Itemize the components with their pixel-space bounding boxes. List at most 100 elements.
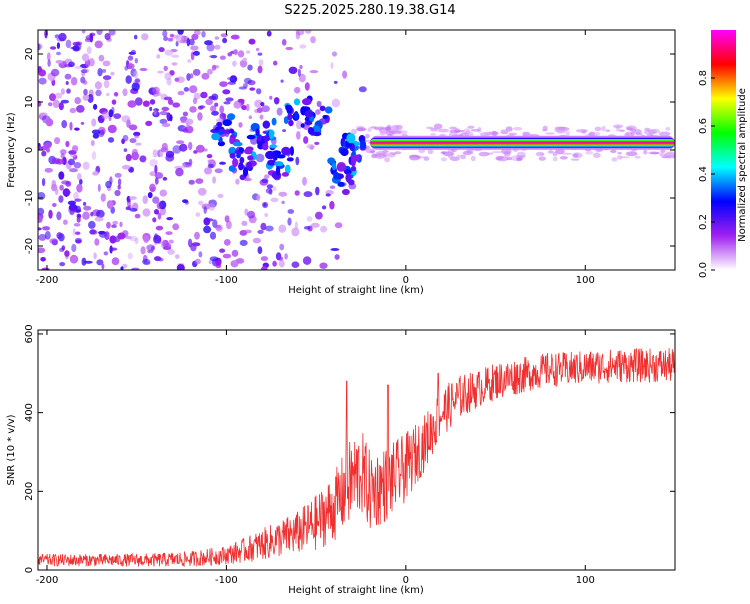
noise-blob [310, 222, 320, 228]
noise-blob [71, 243, 77, 253]
noise-blob [166, 217, 174, 221]
noise-blob [93, 252, 97, 260]
noise-blob [169, 33, 174, 38]
noise-blob [303, 226, 311, 230]
noise-blob [223, 101, 231, 105]
halo-blob [468, 131, 474, 137]
noise-blob [69, 168, 78, 173]
noise-blob [315, 211, 323, 220]
noise-blob [310, 36, 316, 44]
noise-blob [241, 220, 248, 226]
noise-blob [76, 216, 81, 223]
halo-blob [601, 125, 606, 132]
noise-blob [66, 88, 71, 94]
halo-blob [440, 157, 447, 162]
noise-blob [187, 59, 192, 63]
transition-blob [289, 146, 294, 156]
halo-blob [659, 152, 665, 157]
noise-blob [74, 231, 81, 235]
noise-blob [164, 72, 172, 81]
noise-blob [46, 147, 50, 153]
noise-blob [159, 189, 167, 197]
noise-blob [101, 68, 107, 73]
noise-blob [198, 251, 203, 258]
halo-blob [357, 128, 366, 132]
noise-blob [51, 157, 61, 165]
noise-blob [165, 231, 173, 236]
transition-blob [271, 117, 277, 126]
halo-blob [665, 127, 671, 131]
noise-blob [280, 79, 284, 83]
transition-blob [268, 129, 274, 140]
noise-blob [299, 44, 307, 49]
transition-blob [227, 113, 236, 121]
halo-blob [479, 132, 490, 137]
noise-blob [109, 235, 117, 244]
transition-blob [322, 114, 328, 119]
y-tick-label: 10 [24, 96, 35, 109]
noise-blob [294, 221, 298, 229]
y-tick-label: 0 [24, 147, 35, 153]
noise-blob [38, 43, 41, 51]
halo-blob [448, 131, 458, 138]
noise-blob [101, 111, 110, 119]
halo-blob [552, 151, 558, 157]
transition-blob [288, 119, 294, 127]
noise-blob [171, 54, 180, 58]
noise-blob [52, 203, 57, 207]
noise-blob [81, 53, 90, 62]
noise-blob [248, 115, 252, 120]
noise-blob [56, 42, 61, 49]
noise-blob [51, 179, 57, 189]
halo-blob [387, 151, 396, 158]
transition-blob [242, 166, 249, 177]
noise-blob [195, 144, 205, 153]
noise-blob [39, 112, 48, 116]
noise-blob [65, 81, 69, 85]
noise-blob [198, 200, 204, 206]
noise-blob [233, 49, 238, 55]
noise-blob [257, 246, 263, 255]
noise-blob [81, 257, 87, 266]
noise-blob [273, 97, 280, 105]
noise-blob [227, 52, 233, 57]
noise-blob [262, 201, 269, 209]
halo-blob [395, 124, 403, 130]
noise-blob [189, 73, 194, 79]
noise-blob [142, 258, 151, 265]
noise-blob [101, 129, 105, 135]
noise-blob [241, 105, 248, 111]
noise-blob [297, 68, 301, 77]
noise-blob [41, 150, 47, 157]
noise-blob [91, 118, 97, 127]
halo-blob [633, 129, 642, 135]
halo-blob [625, 151, 638, 157]
noise-blob [45, 118, 54, 127]
noise-blob [214, 44, 221, 50]
noise-blob [281, 200, 285, 205]
noise-blob [89, 90, 94, 94]
noise-blob [82, 211, 90, 220]
noise-blob [214, 36, 220, 40]
transition-blob [262, 120, 271, 129]
noise-blob [192, 97, 198, 105]
noise-blob [127, 100, 137, 108]
noise-blob [107, 124, 117, 134]
noise-blob [296, 131, 301, 140]
noise-blob [106, 200, 114, 209]
noise-blob [59, 184, 64, 191]
noise-blob [97, 68, 103, 77]
noise-blob [216, 225, 221, 229]
noise-blob [214, 102, 219, 107]
noise-blob [111, 106, 115, 115]
halo-blob [555, 148, 565, 155]
noise-blob [190, 45, 199, 51]
noise-blob [227, 77, 234, 81]
noise-blob [135, 142, 142, 146]
noise-blob [38, 66, 42, 73]
halo-blob [666, 151, 675, 154]
noise-blob [152, 86, 160, 95]
noise-blob [329, 200, 335, 210]
noise-blob [270, 197, 279, 203]
